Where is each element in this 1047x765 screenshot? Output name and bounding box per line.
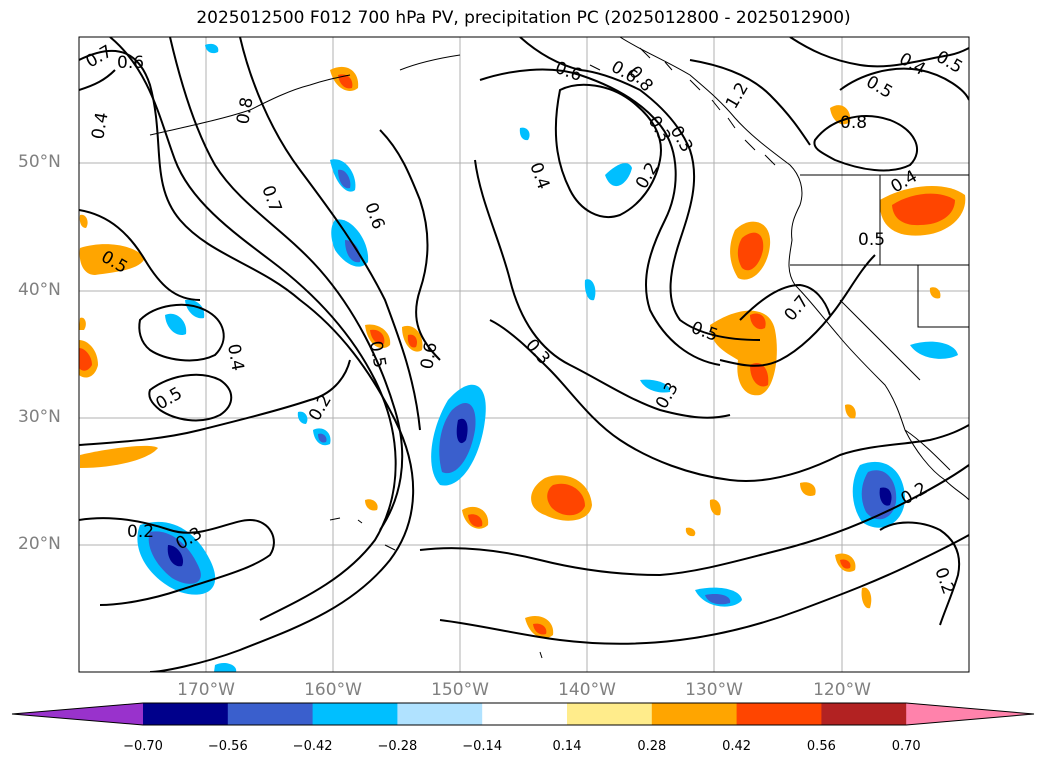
lat-label-50n: 50°N xyxy=(18,152,61,172)
colorbar-tick-label: 0.56 xyxy=(806,739,836,754)
colorbar-segment xyxy=(736,703,822,725)
precip-positive-areas xyxy=(79,66,966,639)
colorbar-segment xyxy=(397,703,483,725)
contour-label: 0.6 xyxy=(552,58,584,86)
map-frame xyxy=(78,36,970,673)
colorbar-extend-max xyxy=(906,703,1034,725)
colorbar-tick-label: 0.28 xyxy=(637,739,667,754)
lon-label-160w: 160°W xyxy=(304,680,362,700)
map-title: 2025012500 F012 700 hPa PV, precipitatio… xyxy=(196,8,851,28)
contour-label: 0.6 xyxy=(417,341,441,371)
colorbar-segment xyxy=(821,703,907,725)
lon-label-120w: 120°W xyxy=(813,680,871,700)
colorbar-segment xyxy=(482,703,568,725)
colorbar-tick-label: −0.70 xyxy=(123,739,163,754)
lon-label-150w: 150°W xyxy=(431,680,489,700)
colorbar-segment xyxy=(312,703,398,725)
colorbar-tick-label: −0.28 xyxy=(377,739,418,754)
lon-label-140w: 140°W xyxy=(558,680,616,700)
contour-label: 0.6 xyxy=(360,200,388,232)
contour-label: 0.7 xyxy=(257,183,285,215)
colorbar-tick-label: −0.14 xyxy=(462,739,503,754)
contour-label: 0.4 xyxy=(223,342,247,372)
contour-label: 0.5 xyxy=(863,72,896,103)
coastlines xyxy=(149,37,969,659)
contour-label: 0.8 xyxy=(840,113,867,133)
lat-label-20n: 20°N xyxy=(18,534,61,554)
colorbar-tick-label: −0.42 xyxy=(292,739,333,754)
colorbar-segment xyxy=(567,703,653,725)
contour-label: 0.4 xyxy=(525,160,553,192)
contour-label: 0.7 xyxy=(781,292,814,326)
colorbar-segment xyxy=(651,703,738,725)
lon-label-130w: 130°W xyxy=(685,680,743,700)
contour-label: 0.2 xyxy=(930,565,958,597)
contour-label: 0.4 xyxy=(896,49,929,80)
lat-label-30n: 30°N xyxy=(18,407,61,427)
colorbar xyxy=(11,702,1035,726)
colorbar-segment xyxy=(143,703,229,725)
colorbar-tick-label: 0.42 xyxy=(722,739,752,754)
colorbar-tick-label: 0.70 xyxy=(891,739,921,754)
colorbar-tick-label: −0.56 xyxy=(207,739,248,754)
lon-label-170w: 170°W xyxy=(177,680,235,700)
contour-label: 0.5 xyxy=(153,383,186,414)
lat-label-40n: 40°N xyxy=(18,280,61,300)
contour-label: 0.7 xyxy=(83,41,116,72)
contour-label: 0.2 xyxy=(127,522,154,542)
pv-contours xyxy=(79,37,969,672)
precip-negative-areas xyxy=(137,43,958,672)
contour-label: 0.6 xyxy=(117,53,144,73)
colorbar-extend-min xyxy=(12,703,143,725)
contour-label: 0.5 xyxy=(365,339,389,369)
colorbar-outline xyxy=(11,702,1035,726)
colorbar-segment xyxy=(227,703,314,725)
contour-label: 0.4 xyxy=(88,111,112,141)
contour-label: 1.2 xyxy=(722,79,753,112)
colorbar-tick-label: 0.14 xyxy=(552,739,582,754)
contour-label: 0.8 xyxy=(233,96,257,126)
contour-label: 0.5 xyxy=(858,230,885,250)
contour-label: 0.2 xyxy=(305,391,336,424)
contour-label: 0.3 xyxy=(521,335,554,369)
